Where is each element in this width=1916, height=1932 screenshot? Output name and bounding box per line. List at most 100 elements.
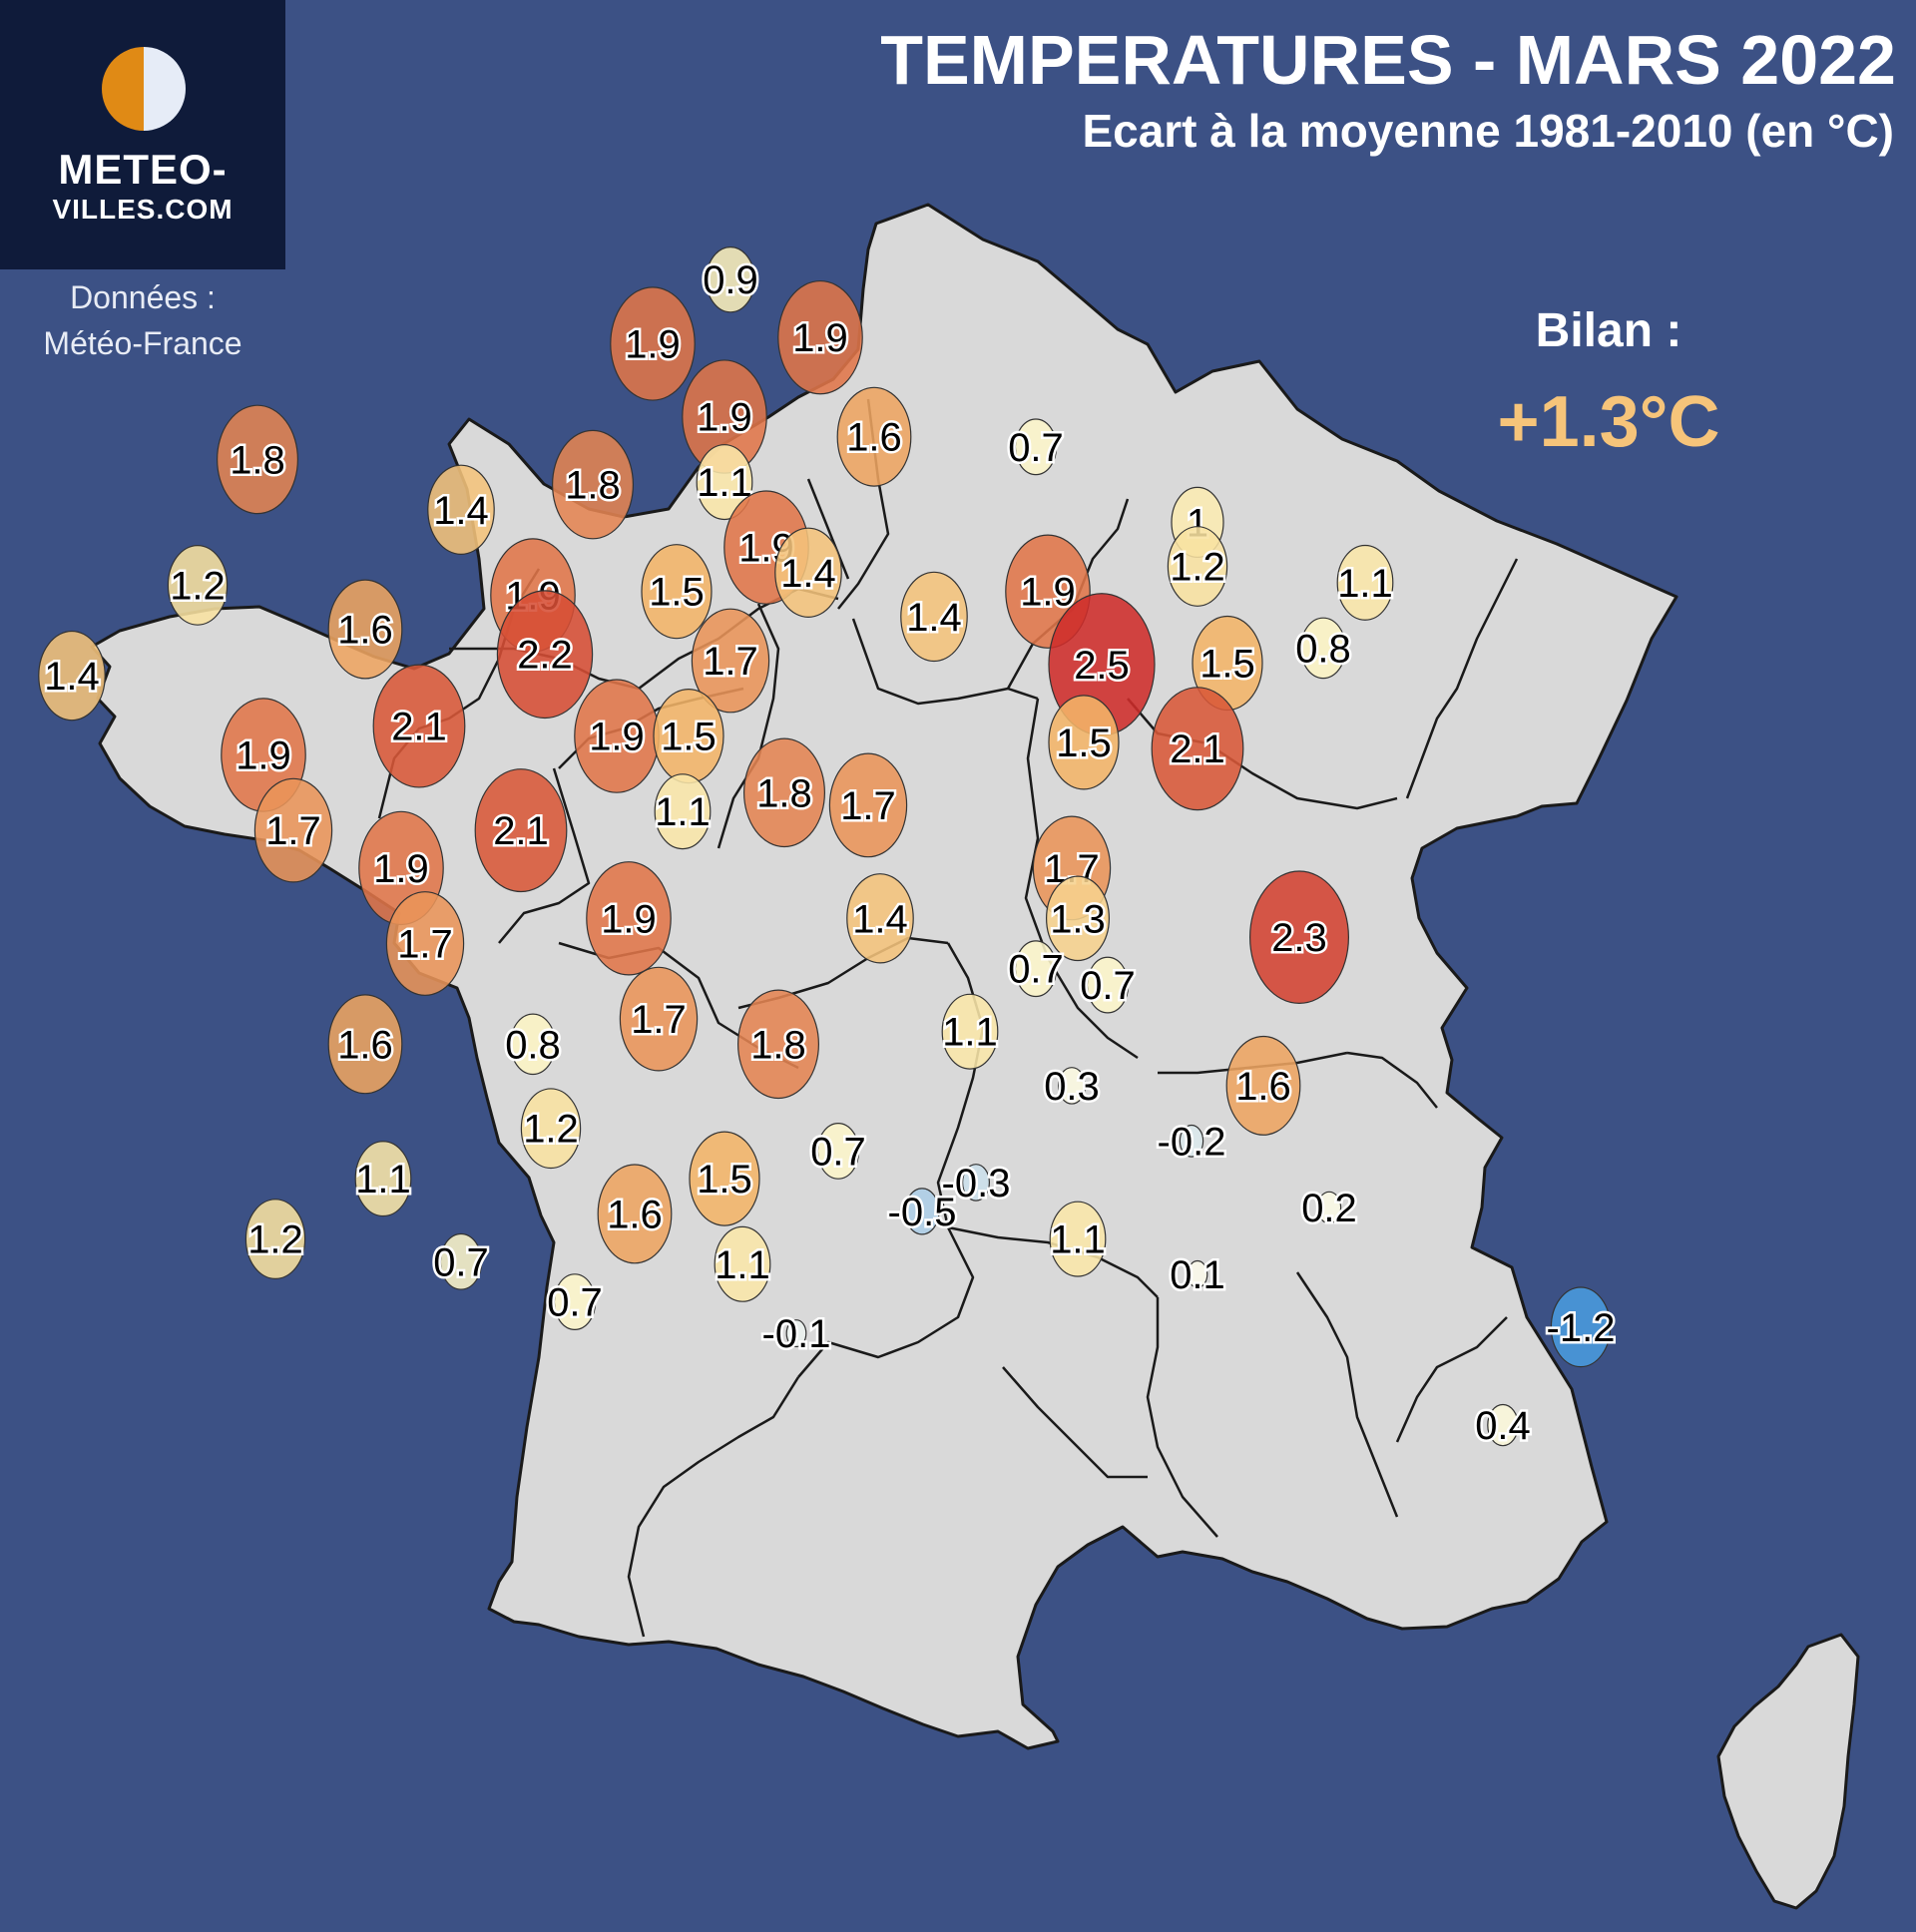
station-marker [1179,1124,1204,1158]
station-marker [1167,526,1228,607]
station-value-label: 0.7 [1008,426,1064,470]
station-marker [327,994,403,1095]
station-value-label: 0.3 [1044,1065,1100,1109]
station-value-label: 1.8 [230,438,285,482]
station-marker [167,545,229,626]
station-marker [904,1188,940,1235]
station-value-label: 2.1 [1170,727,1225,771]
station-marker [1057,1067,1086,1105]
station-value-label: 1.4 [433,489,489,533]
station-value-label: 1.1 [655,790,711,834]
station-marker [1487,1403,1519,1447]
station-marker [1336,544,1394,621]
station-value-label: 1.4 [780,552,836,596]
station-value-label: 0.7 [1080,964,1136,1008]
station-marker [1187,1259,1208,1288]
station-value-label: 1.6 [337,609,393,653]
data-source-label: Données : [70,279,216,315]
station-marker [742,737,825,848]
station-marker [586,861,672,976]
station-marker [816,1122,860,1180]
station-marker [836,386,912,487]
station-marker [619,966,699,1072]
station-value-label: 1.6 [337,1023,393,1067]
station-value-label: 1.5 [1199,643,1255,687]
station-marker [1316,1191,1342,1224]
station-value-label: 1.5 [697,1158,752,1202]
station-value-label: 2.1 [391,706,447,749]
station-value-label: 1.9 [601,897,657,941]
station-marker [597,1164,673,1264]
station-marker [1299,617,1346,680]
mainland-france-shape [90,203,1678,1750]
bilan-label: Bilan : [1535,304,1682,357]
station-value-label: 0.7 [810,1130,866,1174]
data-source-name: Météo-France [43,325,242,361]
station-marker [941,993,999,1070]
station-value-label: 1.4 [852,897,908,941]
station-marker [961,1164,990,1202]
station-value-label: 1.6 [846,416,902,460]
station-value-label: 1.2 [523,1108,579,1152]
station-value-label: 1.9 [589,716,645,759]
station-value-label: 1.1 [1050,1218,1106,1262]
half-sun-moon-icon [102,47,186,131]
station-marker [714,1225,771,1302]
station-value-label: 1.1 [1337,562,1393,606]
station-value-label: 2.2 [517,634,573,678]
station-value-label: 1.8 [756,771,812,815]
station-value-label: 1.4 [44,655,100,699]
station-value-label: 1.1 [942,1011,998,1055]
station-value-label: 1.5 [1056,722,1112,765]
station-value-label: 1.3 [1050,897,1106,941]
station-value-label: -0.5 [888,1191,957,1234]
station-value-label: 1.7 [265,809,321,853]
station-marker [474,768,568,893]
station-marker [217,404,299,515]
station-marker [38,630,106,722]
station-marker [439,1232,483,1290]
station-marker [610,286,696,401]
station-value-label: -0.3 [942,1162,1011,1206]
station-value-label: 1.2 [247,1218,303,1262]
logo-text-line2: VILLES.COM [52,194,234,225]
station-marker [1550,1286,1612,1368]
station-marker [777,279,863,395]
station-marker [654,773,712,850]
station-value-label: 1.8 [565,464,621,508]
station-marker [641,544,713,640]
station-marker [1086,956,1130,1014]
map-subtitle: Ecart à la moyenne 1981-2010 (en °C) [1082,105,1894,157]
stations-layer: 0.91.9 1.91.9 1.6 0.71.81.8 1.11.4 11.9 1.2 1.1… [38,246,1618,1451]
station-value-label: 1.7 [840,784,896,828]
station-marker [327,579,403,680]
station-value-label: 2.3 [1271,916,1327,960]
station-value-label: 1.9 [373,847,429,891]
station-value-label: -0.2 [1158,1120,1226,1164]
station-value-label: 1.7 [397,923,453,967]
station-marker [774,527,842,619]
station-value-label: 1.5 [649,571,705,615]
station-marker [1151,687,1244,811]
station-marker [253,777,333,883]
station-marker [706,246,755,313]
station-marker [785,1319,807,1348]
station-value-label: -0.1 [762,1312,831,1356]
station-marker [372,664,466,788]
logo-box[interactable]: METEO- VILLES.COM [0,0,285,269]
station-value-label: 1.9 [792,316,848,360]
logo-text-line1: METEO- [58,146,228,193]
station-value-label: 1.9 [1020,571,1076,615]
station-value-label: 1.8 [750,1023,806,1067]
station-marker [828,752,908,858]
station-marker [354,1141,412,1217]
station-value-label: 0.7 [433,1240,489,1284]
station-marker [496,590,594,720]
station-value-label: 1.6 [607,1193,663,1236]
station-value-label: 0.1 [1170,1253,1225,1297]
station-value-label: 0.7 [1008,948,1064,992]
station-marker [520,1088,582,1170]
station-value-label: 1.4 [906,596,962,640]
station-value-label: 1.9 [625,322,681,366]
